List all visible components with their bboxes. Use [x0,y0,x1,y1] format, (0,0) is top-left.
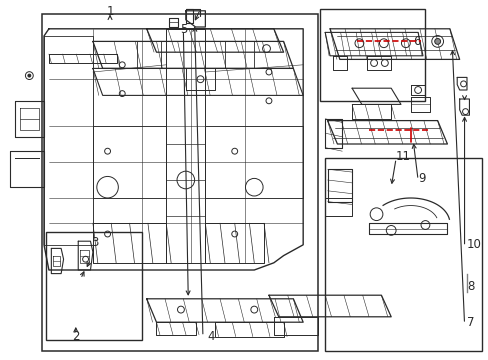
Text: 9: 9 [417,172,425,185]
Text: 5: 5 [179,23,187,36]
Bar [41,14,317,351]
Bar [325,158,481,351]
Text: 4: 4 [207,330,215,343]
Bar [46,232,142,340]
Text: 11: 11 [395,150,410,163]
Text: 1: 1 [106,5,114,18]
Text: 7: 7 [466,316,473,329]
Circle shape [28,74,31,77]
Text: 10: 10 [466,238,481,251]
Circle shape [434,39,440,44]
Text: 2: 2 [72,330,80,343]
Text: 8: 8 [466,280,473,293]
Text: 6: 6 [412,35,420,48]
Text: 3: 3 [91,236,99,249]
Bar [320,9,425,101]
